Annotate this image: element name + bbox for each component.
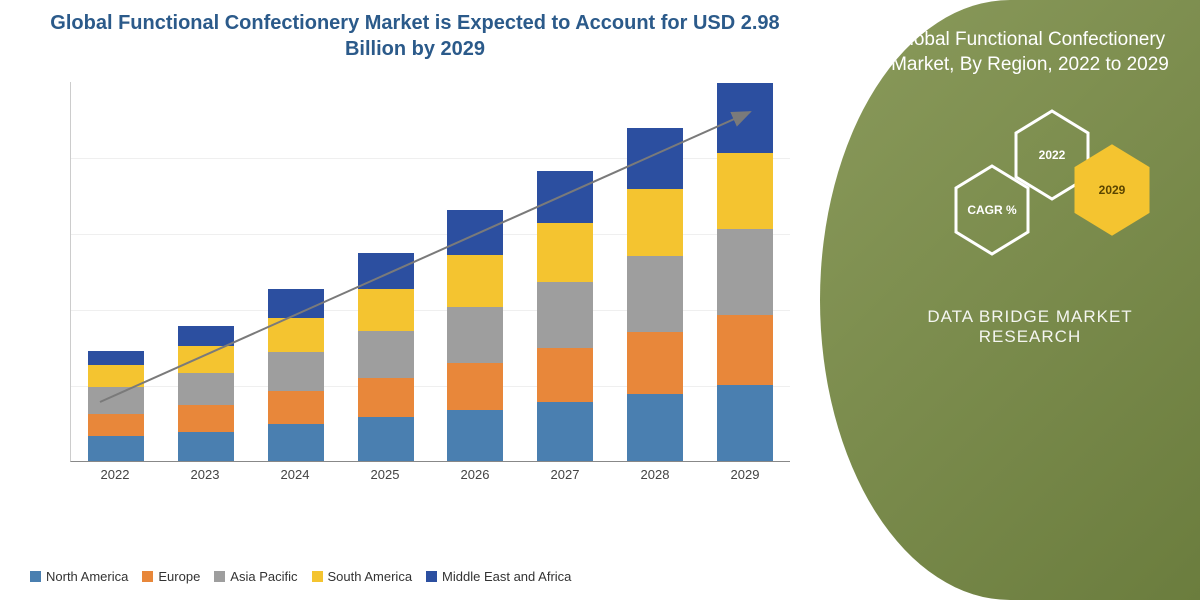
legend-item: South America [312, 569, 413, 584]
bar-segment [717, 229, 773, 315]
bar-group [627, 128, 683, 461]
bar-segment [358, 253, 414, 290]
bar-segment [88, 387, 144, 414]
bar-segment [447, 255, 503, 306]
legend-swatch [426, 571, 437, 582]
bar-group [358, 253, 414, 461]
bar-segment [358, 378, 414, 417]
bar-segment [717, 385, 773, 461]
bar-segment [627, 394, 683, 461]
bar-segment [447, 307, 503, 363]
bar-segment [178, 326, 234, 346]
chart-area: 2022 2023 2024 2025 2026 2027 2028 2029 [40, 82, 800, 502]
bar-segment [268, 391, 324, 424]
bar-group [88, 351, 144, 461]
legend-label: North America [46, 569, 128, 584]
right-panel-title: Global Functional Confectionery Market, … [880, 28, 1180, 77]
bar-segment [717, 153, 773, 229]
plot-region [70, 82, 790, 462]
bar-segment [537, 282, 593, 348]
legend-label: Asia Pacific [230, 569, 297, 584]
legend-swatch [214, 571, 225, 582]
hex-badge: 2029 [1070, 142, 1154, 238]
bar-segment [268, 318, 324, 352]
bar-segment [447, 363, 503, 410]
right-panel-inner: Global Functional Confectionery Market, … [860, 0, 1200, 600]
bar-segment [537, 171, 593, 224]
bar-group [537, 171, 593, 461]
x-axis-label: 2025 [357, 467, 413, 482]
bar-group [717, 83, 773, 461]
bar-segment [447, 210, 503, 255]
bar-segment [537, 402, 593, 461]
chart-panel: Global Functional Confectionery Market i… [0, 0, 820, 600]
legend-label: South America [328, 569, 413, 584]
bar-segment [627, 128, 683, 189]
bar-segment [627, 256, 683, 332]
x-axis-label: 2028 [627, 467, 683, 482]
bar-segment [178, 432, 234, 461]
bar-segment [178, 373, 234, 405]
legend-item: North America [30, 569, 128, 584]
x-axis-label: 2029 [717, 467, 773, 482]
bar-segment [358, 417, 414, 461]
bar-segment [88, 436, 144, 461]
legend-swatch [142, 571, 153, 582]
legend-item: Asia Pacific [214, 569, 297, 584]
bar-segment [627, 332, 683, 393]
bar-segment [358, 331, 414, 378]
bar-segment [717, 83, 773, 153]
bar-group [178, 326, 234, 461]
bar-segment [447, 410, 503, 461]
bar-segment [88, 414, 144, 436]
legend-label: Middle East and Africa [442, 569, 571, 584]
x-axis-label: 2026 [447, 467, 503, 482]
legend-label: Europe [158, 569, 200, 584]
x-axis-label: 2027 [537, 467, 593, 482]
bar-segment [268, 424, 324, 461]
bar-segment [537, 223, 593, 282]
bar-segment [627, 189, 683, 256]
x-axis-label: 2022 [87, 467, 143, 482]
bar-segment [537, 348, 593, 402]
bar-segment [178, 405, 234, 432]
legend: North America Europe Asia Pacific South Ame… [20, 563, 581, 590]
bar-group [268, 289, 324, 461]
bar-segment [178, 346, 234, 373]
legend-swatch [312, 571, 323, 582]
bar-segment [88, 351, 144, 366]
legend-item: Middle East and Africa [426, 569, 571, 584]
bar-segment [88, 365, 144, 387]
x-axis-label: 2024 [267, 467, 323, 482]
bar-segment [268, 289, 324, 317]
bar-segment [268, 352, 324, 391]
right-panel: Global Functional Confectionery Market, … [820, 0, 1200, 600]
bar-group [447, 210, 503, 461]
brand-text: DATA BRIDGE MARKET RESEARCH [880, 307, 1180, 347]
hex-badge-cluster: 20222029CAGR % [920, 107, 1140, 277]
legend-swatch [30, 571, 41, 582]
x-axis-label: 2023 [177, 467, 233, 482]
bar-segment [717, 315, 773, 385]
legend-item: Europe [142, 569, 200, 584]
bar-segment [358, 289, 414, 331]
x-axis: 2022 2023 2024 2025 2026 2027 2028 2029 [70, 467, 790, 482]
hex-badge: CAGR % [950, 162, 1034, 258]
chart-title: Global Functional Confectionery Market i… [30, 10, 800, 62]
